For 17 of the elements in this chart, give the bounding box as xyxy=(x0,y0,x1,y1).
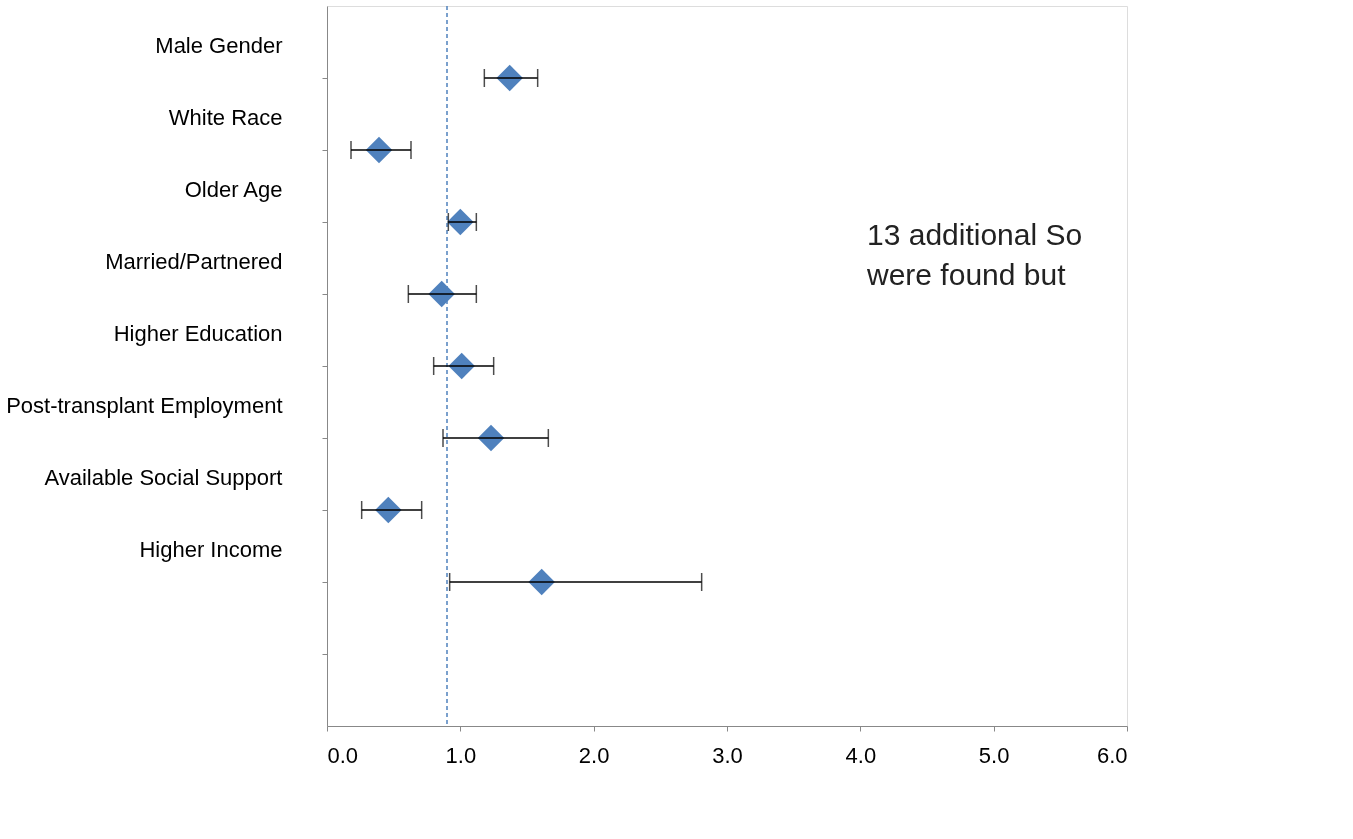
y-tick-label: Male Gender xyxy=(155,33,283,58)
y-tick-label: Married/Partnered xyxy=(105,249,283,274)
y-tick-label: Post-transplant Employment xyxy=(6,393,283,418)
annotation: 13 additional So xyxy=(867,218,1083,251)
x-tick-label: 4.0 xyxy=(845,742,877,768)
annotation: were found but xyxy=(866,258,1067,291)
x-tick-label: 6.0 xyxy=(1096,742,1128,768)
y-tick-label: Higher Income xyxy=(139,537,283,562)
y-tick-label: Higher Education xyxy=(113,321,283,346)
x-tick-label: 2.0 xyxy=(578,742,610,768)
y-tick-label: Available Social Support xyxy=(44,465,283,490)
x-tick-label: 3.0 xyxy=(712,742,743,768)
y-tick-label: Older Age xyxy=(184,177,283,202)
x-tick-label: 0.0 xyxy=(327,742,359,768)
x-tick-label: 1.0 xyxy=(445,742,477,768)
y-tick-label: White Race xyxy=(168,105,283,130)
x-tick-label: 5.0 xyxy=(978,742,1010,768)
